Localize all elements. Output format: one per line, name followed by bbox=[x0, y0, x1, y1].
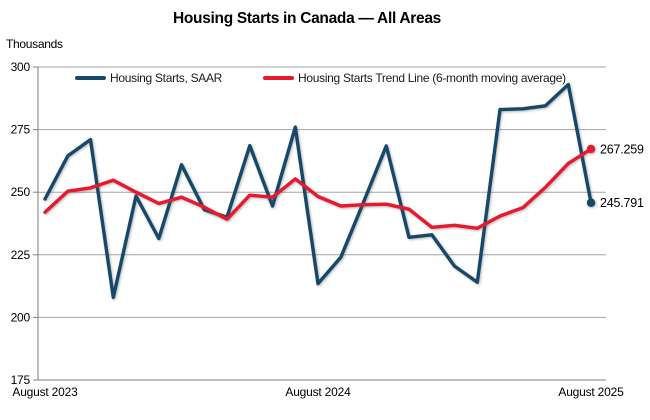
legend-label-trend: Housing Starts Trend Line (6-month movin… bbox=[298, 70, 566, 85]
y-tick-label: 225 bbox=[11, 248, 31, 262]
x-tick-label: August 2024 bbox=[285, 385, 351, 399]
saar-line bbox=[43, 82, 593, 300]
trend-end-marker bbox=[586, 144, 596, 154]
saar-end-marker bbox=[586, 198, 596, 207]
y-tick-label: 250 bbox=[11, 185, 31, 199]
legend-label-saar: Housing Starts, SAAR bbox=[110, 70, 223, 85]
y-axis-unit-label: Thousands bbox=[6, 37, 63, 51]
legend-item-saar: Housing Starts, SAAR bbox=[75, 70, 222, 85]
y-tick-label: 300 bbox=[11, 60, 31, 74]
trend-line-swatch bbox=[263, 75, 294, 80]
x-tick-label: August 2025 bbox=[558, 385, 624, 399]
saar-end-value-label: 245.791 bbox=[600, 196, 644, 210]
saar-line-swatch bbox=[75, 75, 106, 80]
x-tick-label: August 2023 bbox=[12, 385, 78, 399]
trend-end-value-label: 267.259 bbox=[600, 142, 644, 156]
legend-item-trend: Housing Starts Trend Line (6-month movin… bbox=[263, 70, 566, 85]
chart-title: Housing Starts in Canada — All Areas bbox=[173, 10, 441, 27]
y-tick-label: 175 bbox=[11, 373, 31, 387]
y-tick-label: 200 bbox=[11, 310, 31, 324]
y-tick-label: 275 bbox=[11, 123, 31, 137]
trend-line bbox=[43, 147, 593, 230]
